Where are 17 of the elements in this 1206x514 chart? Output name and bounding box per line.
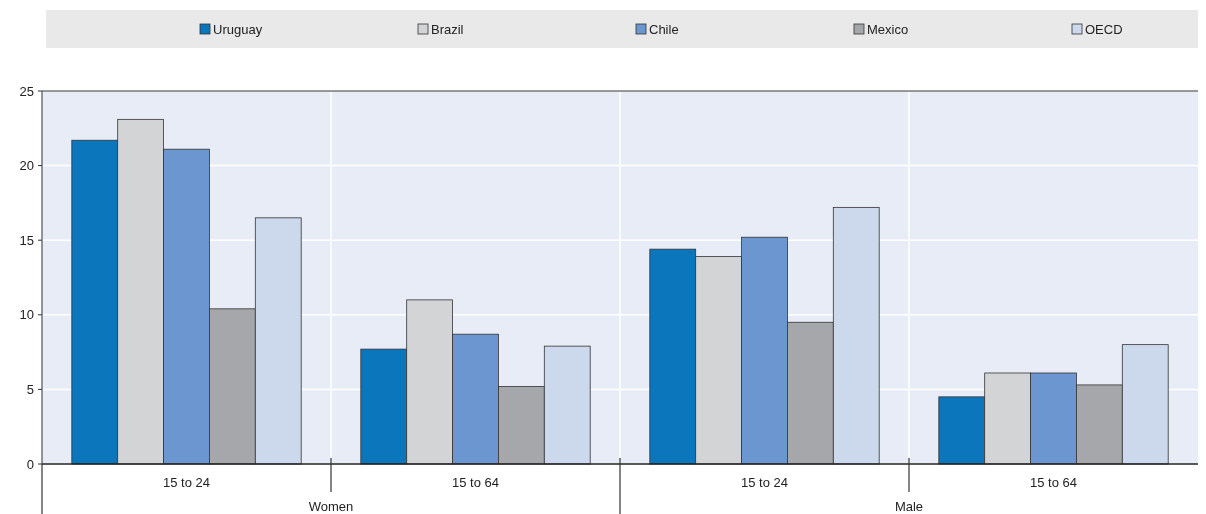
- x-tick-label: 15 to 24: [741, 474, 788, 490]
- y-tick-label: 25: [19, 83, 34, 99]
- legend-label: Brazil: [431, 21, 464, 37]
- y-tick-label: 10: [19, 307, 34, 323]
- x-tick-label: 15 to 64: [452, 474, 499, 490]
- legend-label: Chile: [649, 21, 679, 37]
- text: Male: [894, 498, 924, 514]
- x-tick-label: 15 to 24: [163, 474, 210, 490]
- legend-label: Uruguay: [213, 21, 263, 37]
- y-tick-label: 20: [19, 158, 34, 174]
- y-tick-label: 0: [26, 456, 34, 472]
- legend-label: OECD: [1085, 21, 1123, 37]
- y-tick-label: 15: [19, 232, 34, 248]
- text: Women: [308, 498, 354, 514]
- x-tick-label: 15 to 64: [1030, 474, 1077, 490]
- legend-label: Mexico: [867, 21, 909, 37]
- y-tick-label: 5: [26, 381, 34, 397]
